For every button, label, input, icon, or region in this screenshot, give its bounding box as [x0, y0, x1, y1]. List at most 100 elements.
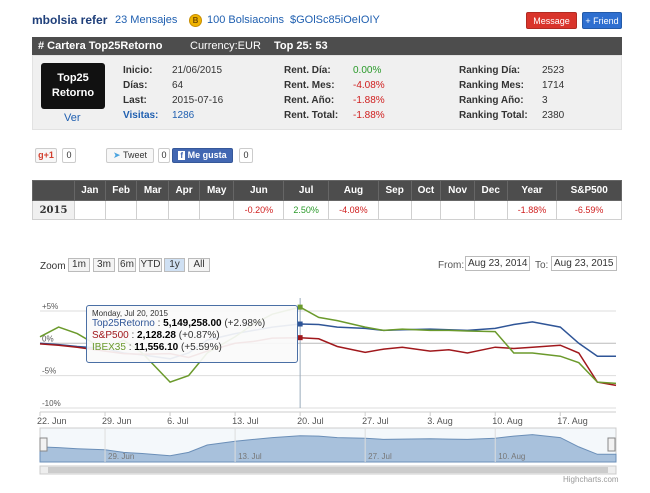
table-cell	[473, 200, 508, 220]
table-cell	[168, 200, 200, 220]
navigator-series	[39, 434, 617, 463]
table-cell	[74, 200, 106, 220]
navigator-tick-label: 27. Jul	[368, 452, 392, 461]
inicio-value: 21/06/2015	[172, 65, 223, 76]
table-header-cell: Jul	[283, 180, 330, 201]
tooltip-series-change: (+0.87%)	[178, 330, 220, 341]
y-tick-label: -10%	[42, 399, 61, 408]
like-count: 0	[239, 148, 253, 163]
zoom-button-ytd[interactable]: YTD	[139, 258, 162, 272]
rent-dia-label: Rent. Día:	[284, 65, 331, 76]
tweet-count: 0	[158, 148, 170, 163]
table-header-cell: Jun	[233, 180, 285, 201]
table-cell: -1.88%	[506, 200, 558, 220]
tooltip-series-value: 5,149,258.00	[163, 318, 222, 329]
rent-total-value: -1.88%	[353, 110, 385, 121]
navigator-tick-label: 13. Jul	[238, 452, 262, 461]
table-header-cell: Nov	[440, 180, 475, 201]
table-header-cell: Jan	[74, 180, 106, 201]
table-header-row: Jan Feb Mar Apr May Jun Jul Aug Sep Oct Nov Dec Year…	[32, 180, 622, 201]
table-header-cell: Year	[506, 180, 558, 201]
highcharts-credit: Highcharts.com	[563, 475, 619, 484]
gplus-count: 0	[62, 148, 76, 163]
messages-link[interactable]: 23 Mensajes	[115, 14, 178, 26]
tooltip-series-change: (+5.59%)	[180, 342, 222, 353]
portfolio-logo[interactable]: Top25 Retorno	[41, 63, 105, 109]
table-cell	[440, 200, 475, 220]
visitas-label: Visitas:	[123, 110, 159, 121]
last-label: Last:	[123, 95, 147, 106]
portfolio-title: # Cartera Top25Retorno	[38, 40, 163, 52]
zoom-button-6m[interactable]: 6m	[118, 258, 136, 272]
x-tick-label: 20. Jul	[297, 416, 324, 426]
table-cell	[410, 200, 442, 220]
table-header-cell	[32, 180, 75, 201]
ranking-dia-label: Ranking Día:	[459, 65, 521, 76]
zoom-button-all[interactable]: All	[188, 258, 210, 272]
message-button[interactable]: Message	[526, 12, 577, 29]
table-header-cell: Sep	[377, 180, 412, 201]
tooltip-series-name: Top25Retorno	[92, 318, 155, 329]
zoom-button-1m[interactable]: 1m	[68, 258, 90, 272]
to-date-input[interactable]: Aug 23, 2015	[551, 256, 617, 271]
twitter-bird-icon: ➤	[113, 150, 121, 160]
ranking-dia-value: 2523	[542, 65, 565, 76]
logo-line-1: Top25	[57, 72, 89, 84]
tweet-label: Tweet	[122, 150, 147, 160]
tooltip-row-ibex35: IBEX35 : 11,556.10 (+5.59%)	[92, 342, 222, 353]
series-marker	[297, 335, 303, 341]
last-value: 2015-07-16	[172, 95, 224, 106]
rent-mes-value: -4.08%	[353, 80, 385, 91]
rent-mes-label: Rent. Mes:	[284, 80, 335, 91]
navigator-scrollbar	[39, 465, 617, 475]
from-date-input[interactable]: Aug 23, 2014	[465, 256, 530, 271]
ranking-total-value: 2380	[542, 110, 565, 121]
facebook-like-button[interactable]: f Me gusta	[172, 148, 233, 163]
y-tick-label: -5%	[42, 367, 56, 376]
handle-link[interactable]: $GOlSc85iOeIOIY	[290, 14, 380, 26]
rent-dia-value: 0.00%	[353, 65, 382, 76]
navigator-handle	[607, 437, 616, 452]
to-label: To:	[535, 260, 549, 271]
inicio-label: Inicio:	[123, 65, 153, 76]
table-cell: -0.20%	[233, 200, 285, 220]
table-header-cell: Mar	[136, 180, 170, 201]
x-tick-label: 17. Aug	[557, 416, 588, 426]
table-cell: -4.08%	[328, 200, 379, 220]
gplus-button[interactable]: g+1	[35, 148, 57, 163]
tooltip-series-name: S&P500	[92, 330, 129, 341]
tooltip-series-change: (+2.98%)	[224, 318, 266, 329]
table-header-cell: Dec	[473, 180, 508, 201]
x-tick-label: 10. Aug	[492, 416, 523, 426]
zoom-button-3m[interactable]: 3m	[93, 258, 115, 272]
table-cell: -6.59%	[556, 200, 622, 220]
username-link[interactable]: mbolsia refer	[32, 13, 108, 27]
tooltip-series-name: IBEX35	[92, 342, 126, 353]
table-header-cell: Aug	[328, 180, 379, 201]
tweet-button[interactable]: ➤ Tweet	[106, 148, 154, 163]
ver-link[interactable]: Ver	[64, 112, 81, 124]
monthly-returns-table: Jan Feb Mar Apr May Jun Jul Aug Sep Oct Nov Dec Year…	[32, 180, 622, 220]
bolsiacoin-icon: B	[189, 14, 202, 27]
table-header-cell: Feb	[104, 180, 138, 201]
visitas-value: 1286	[172, 110, 195, 121]
top-bar: mbolsia refer 23 Mensajes B 100 Bolsiaco…	[32, 12, 622, 30]
currency-label: Currency:EUR	[190, 40, 261, 52]
navigator-handle	[39, 437, 48, 452]
zoom-button-1y[interactable]: 1y	[164, 258, 185, 272]
x-tick-label: 6. Jul	[167, 416, 189, 426]
zoom-label: Zoom	[40, 261, 66, 272]
x-tick-label: 13. Jul	[232, 416, 259, 426]
x-tick-label: 22. Jun	[37, 416, 67, 426]
bolsiacoins-link[interactable]: 100 Bolsiacoins	[207, 14, 285, 26]
table-header-cell: May	[198, 180, 235, 201]
add-friend-button[interactable]: + Friend	[582, 12, 622, 29]
rent-ano-value: -1.88%	[353, 95, 385, 106]
table-header-cell: Apr	[168, 180, 200, 201]
navigator-tick-label: 29. Jun	[108, 452, 134, 461]
ranking-ano-value: 3	[542, 95, 548, 106]
facebook-icon: f	[178, 151, 186, 160]
top25-label: Top 25: 53	[274, 40, 328, 52]
navigator-tick-label: 10. Aug	[498, 452, 525, 461]
rent-total-label: Rent. Total:	[284, 110, 339, 121]
